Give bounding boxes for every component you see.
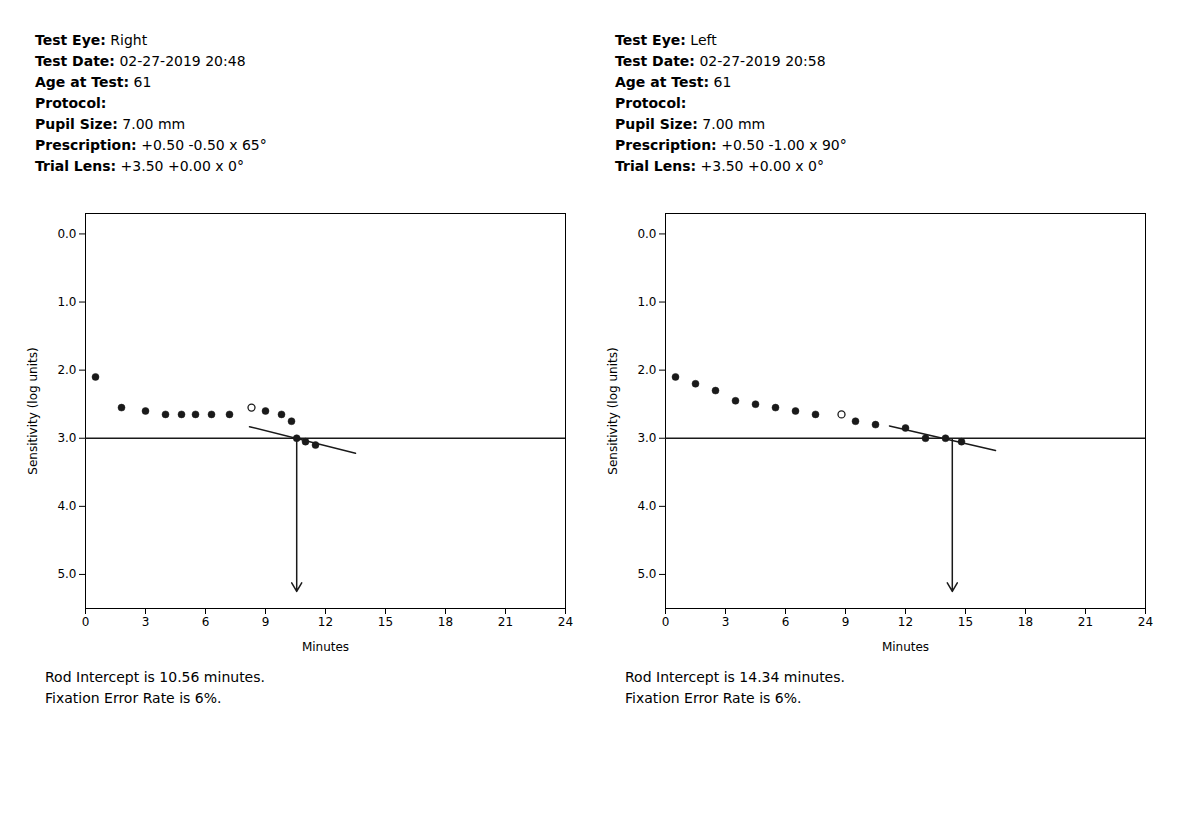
svg-text:15: 15	[378, 615, 393, 629]
svg-text:9: 9	[262, 615, 270, 629]
svg-text:Minutes: Minutes	[882, 640, 929, 654]
html-text:Fixation Error Rate is 6%.: Fixation Error Rate is 6%.	[45, 690, 222, 706]
svg-text:Sensitivity (log units): Sensitivity (log units)	[26, 347, 40, 474]
svg-text:Sensitivity (log units): Sensitivity (log units)	[606, 347, 620, 474]
html-text:Test Eye: Left: Test Eye: Left	[615, 32, 717, 48]
html-text:Rod Intercept is 14.34 minutes: Rod Intercept is 14.34 minutes.	[625, 669, 845, 685]
svg-text:6: 6	[782, 615, 790, 629]
svg-text:3: 3	[722, 615, 730, 629]
svg-text:15: 15	[958, 615, 973, 629]
html-text:Test Eye: Right: Test Eye: Right	[35, 32, 148, 48]
svg-text:6: 6	[202, 615, 210, 629]
svg-text:24: 24	[1138, 615, 1153, 629]
html-text:Prescription: +0.50 -1.00 x 90: Prescription: +0.50 -1.00 x 90°	[615, 137, 847, 153]
html-text:Test Date: 02-27-2019 20:48: Test Date: 02-27-2019 20:48	[35, 53, 246, 69]
html-text:Age at Test: 61: Age at Test: 61	[615, 74, 732, 90]
svg-text:21: 21	[1078, 615, 1093, 629]
svg-text:1.0: 1.0	[637, 295, 656, 309]
html-text:Fixation Error Rate is 6%.: Fixation Error Rate is 6%.	[625, 690, 802, 706]
svg-text:5.0: 5.0	[637, 567, 656, 581]
svg-text:0: 0	[662, 615, 670, 629]
svg-text:9: 9	[842, 615, 850, 629]
html-text:Protocol:: Protocol:	[615, 95, 687, 111]
svg-text:4.0: 4.0	[637, 499, 656, 513]
html-text:Rod Intercept is 10.56 minutes: Rod Intercept is 10.56 minutes.	[45, 669, 265, 685]
svg-text:18: 18	[1018, 615, 1033, 629]
svg-text:1.0: 1.0	[57, 295, 76, 309]
svg-text:2.0: 2.0	[57, 363, 76, 377]
html-text:Prescription: +0.50 -0.50 x 65: Prescription: +0.50 -0.50 x 65°	[35, 137, 267, 153]
html-text:Protocol:: Protocol:	[35, 95, 107, 111]
svg-text:0.0: 0.0	[57, 227, 76, 241]
html-text:Pupil Size: 7.00 mm: Pupil Size: 7.00 mm	[615, 116, 766, 132]
svg-text:2.0: 2.0	[637, 363, 656, 377]
svg-text:12: 12	[318, 615, 333, 629]
svg-text:0.0: 0.0	[637, 227, 656, 241]
html-text:Age at Test: 61: Age at Test: 61	[35, 74, 152, 90]
svg-text:3.0: 3.0	[57, 431, 76, 445]
html-text:Pupil Size: 7.00 mm: Pupil Size: 7.00 mm	[35, 116, 186, 132]
svg-text:5.0: 5.0	[57, 567, 76, 581]
svg-text:4.0: 4.0	[57, 499, 76, 513]
svg-text:3: 3	[142, 615, 150, 629]
svg-text:24: 24	[558, 615, 573, 629]
html-text:Test Date: 02-27-2019 20:58: Test Date: 02-27-2019 20:58	[615, 53, 826, 69]
html-text:Trial Lens: +3.50 +0.00 x 0°: Trial Lens: +3.50 +0.00 x 0°	[35, 158, 244, 174]
svg-text:18: 18	[438, 615, 453, 629]
svg-text:Minutes: Minutes	[302, 640, 349, 654]
svg-text:3.0: 3.0	[637, 431, 656, 445]
svg-text:21: 21	[498, 615, 513, 629]
html-text:Trial Lens: +3.50 +0.00 x 0°: Trial Lens: +3.50 +0.00 x 0°	[615, 158, 824, 174]
svg-text:0: 0	[82, 615, 90, 629]
svg-text:12: 12	[898, 615, 913, 629]
